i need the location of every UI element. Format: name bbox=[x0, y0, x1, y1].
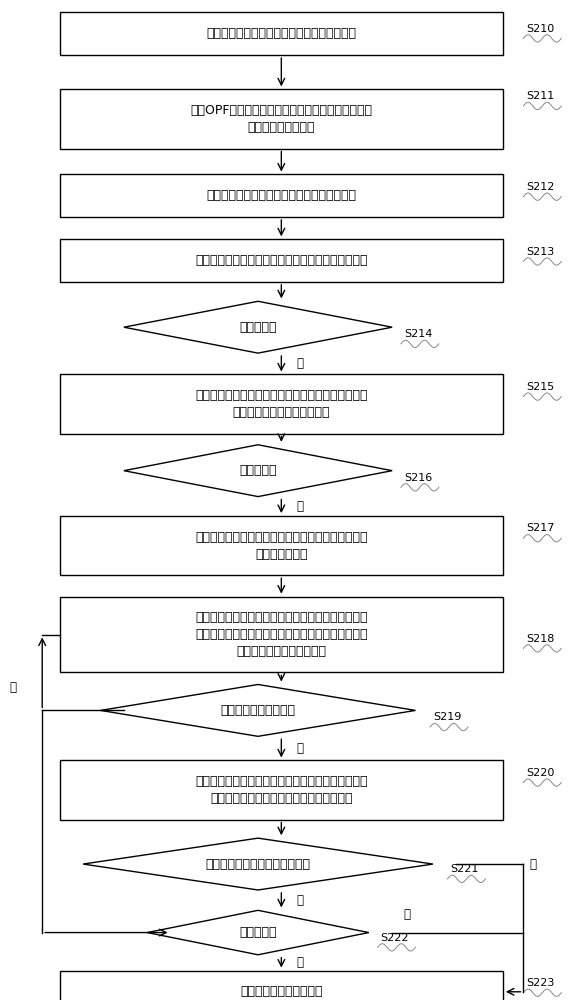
FancyBboxPatch shape bbox=[60, 597, 503, 672]
Text: S213: S213 bbox=[526, 247, 554, 257]
Text: 交流潮流计算，收敛？: 交流潮流计算，收敛？ bbox=[220, 704, 295, 717]
Polygon shape bbox=[124, 445, 392, 497]
Text: 短路故障？: 短路故障？ bbox=[239, 321, 277, 334]
Text: 是: 是 bbox=[296, 894, 303, 907]
Polygon shape bbox=[124, 301, 392, 353]
FancyBboxPatch shape bbox=[60, 374, 503, 434]
Text: 根据得到的风速计算风电机组的预测有功出力: 根据得到的风速计算风电机组的预测有功出力 bbox=[206, 27, 356, 40]
Text: 否: 否 bbox=[296, 742, 303, 755]
Text: 否: 否 bbox=[529, 858, 536, 871]
Text: S223: S223 bbox=[526, 978, 555, 988]
FancyBboxPatch shape bbox=[60, 516, 503, 575]
Text: 是: 是 bbox=[404, 908, 411, 921]
Text: S215: S215 bbox=[526, 382, 554, 392]
Text: 通过OPF模型计算同步发电机组出力，依此安排同步
发电机组的发电计划: 通过OPF模型计算同步发电机组出力，依此安排同步 发电机组的发电计划 bbox=[190, 104, 372, 134]
Text: S217: S217 bbox=[526, 523, 555, 533]
Text: 根据初始故障模型，抽样得到当次仿真初始故障情况: 根据初始故障模型，抽样得到当次仿真初始故障情况 bbox=[195, 254, 367, 267]
Polygon shape bbox=[83, 838, 433, 890]
Text: 是: 是 bbox=[9, 681, 16, 694]
Text: S212: S212 bbox=[526, 182, 555, 192]
Text: S211: S211 bbox=[526, 91, 554, 101]
Text: S222: S222 bbox=[380, 933, 409, 943]
Text: S220: S220 bbox=[526, 768, 555, 778]
Text: 是: 是 bbox=[296, 500, 303, 513]
Text: 是: 是 bbox=[296, 357, 303, 370]
Text: 求取当前风电场系统潮流收敛边界，分析当前风电场
系统的电压薄弱点，针对电压薄弱点切负荷: 求取当前风电场系统潮流收敛边界，分析当前风电场 系统的电压薄弱点，针对电压薄弱点… bbox=[195, 775, 367, 805]
Text: S219: S219 bbox=[433, 712, 461, 722]
Text: S221: S221 bbox=[451, 864, 479, 874]
FancyBboxPatch shape bbox=[60, 971, 503, 1000]
Text: 对该断线故障形成的电气岛进行搜索，为每一个电气
岛设置参考节点: 对该断线故障形成的电气岛进行搜索，为每一个电气 岛设置参考节点 bbox=[195, 531, 367, 561]
Text: 根据预测误差模型，得到风电机组的实际出力: 根据预测误差模型，得到风电机组的实际出力 bbox=[206, 189, 356, 202]
FancyBboxPatch shape bbox=[60, 89, 503, 149]
FancyBboxPatch shape bbox=[60, 760, 503, 820]
FancyBboxPatch shape bbox=[60, 239, 503, 282]
Text: 否: 否 bbox=[296, 956, 303, 969]
Polygon shape bbox=[101, 684, 415, 736]
FancyBboxPatch shape bbox=[60, 174, 503, 217]
Text: 根据频率稳定模型判断每一个电气岛的频率跌落与恢
复情况，并按预设规则采取减载或切机操作，使每一
个电气岛恢复功率平衡状态: 根据频率稳定模型判断每一个电气岛的频率跌落与恢 复情况，并按预设规则采取减载或切… bbox=[195, 611, 367, 658]
Text: 统计负荷损失，结束仿真: 统计负荷损失，结束仿真 bbox=[240, 985, 322, 998]
Text: S214: S214 bbox=[404, 329, 432, 339]
Text: 断线故障？: 断线故障？ bbox=[239, 464, 277, 477]
Text: 当前风电场系统是否恢复稳定？: 当前风电场系统是否恢复稳定？ bbox=[206, 858, 311, 871]
Text: S210: S210 bbox=[526, 24, 554, 34]
Text: S216: S216 bbox=[404, 473, 432, 483]
Text: 是否切线？: 是否切线？ bbox=[239, 926, 277, 939]
FancyBboxPatch shape bbox=[60, 12, 503, 55]
Text: 根据风电机组脱网模型判断其是否发生脱网，将发生
脱网的风电机组从系统中切除: 根据风电机组脱网模型判断其是否发生脱网，将发生 脱网的风电机组从系统中切除 bbox=[195, 389, 367, 419]
Text: S218: S218 bbox=[526, 634, 555, 644]
Polygon shape bbox=[147, 910, 369, 955]
